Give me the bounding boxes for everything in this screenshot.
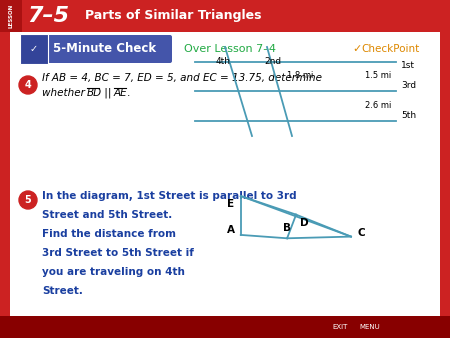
Text: 4th: 4th xyxy=(216,56,230,66)
Circle shape xyxy=(19,76,37,94)
Bar xyxy=(0,32,10,316)
Bar xyxy=(0,316,450,338)
Text: MENU: MENU xyxy=(360,324,380,330)
Text: CheckPoint: CheckPoint xyxy=(361,44,419,54)
Text: 3rd: 3rd xyxy=(401,80,416,90)
Text: 5: 5 xyxy=(25,195,32,205)
Text: 4: 4 xyxy=(25,80,32,90)
Text: 1.5 mi: 1.5 mi xyxy=(365,72,391,80)
Text: E: E xyxy=(227,199,234,209)
Bar xyxy=(0,0,450,32)
Text: ||: || xyxy=(101,88,115,98)
Text: 5th: 5th xyxy=(401,111,416,120)
Text: A: A xyxy=(227,225,235,235)
Circle shape xyxy=(19,191,37,209)
Text: 3rd Street to 5th Street if: 3rd Street to 5th Street if xyxy=(42,248,194,258)
Text: Street and 5th Street.: Street and 5th Street. xyxy=(42,210,172,220)
Text: Find the distance from: Find the distance from xyxy=(42,229,176,239)
Text: C: C xyxy=(357,227,365,238)
Bar xyxy=(0,0,22,32)
Text: you are traveling on 4th: you are traveling on 4th xyxy=(42,267,185,277)
Text: In the diagram, 1st Street is parallel to 3rd: In the diagram, 1st Street is parallel t… xyxy=(42,191,297,201)
Bar xyxy=(0,32,450,316)
Text: Parts of Similar Triangles: Parts of Similar Triangles xyxy=(85,9,261,23)
Text: .: . xyxy=(127,88,130,98)
Text: ✓: ✓ xyxy=(352,44,362,54)
Text: If AB = 4, BC = 7, ED = 5, and EC = 13.75, determine: If AB = 4, BC = 7, ED = 5, and EC = 13.7… xyxy=(42,73,322,83)
Text: 2nd: 2nd xyxy=(265,56,282,66)
Text: 2.6 mi: 2.6 mi xyxy=(364,101,391,111)
Text: BD: BD xyxy=(87,88,102,98)
Text: D: D xyxy=(300,218,308,227)
Text: B: B xyxy=(283,223,291,233)
Bar xyxy=(440,32,450,316)
Text: AE: AE xyxy=(114,88,128,98)
Text: Street.: Street. xyxy=(42,286,83,296)
Text: 7–5: 7–5 xyxy=(27,6,69,26)
Text: 1.8 mi: 1.8 mi xyxy=(287,72,313,80)
FancyBboxPatch shape xyxy=(20,35,172,63)
Text: 1st: 1st xyxy=(401,62,415,71)
Text: Over Lesson 7–4: Over Lesson 7–4 xyxy=(184,44,276,54)
Text: LESSON: LESSON xyxy=(9,4,13,28)
Text: 5-Minute Check: 5-Minute Check xyxy=(54,43,157,55)
Text: ✓: ✓ xyxy=(30,44,38,54)
Text: EXIT: EXIT xyxy=(332,324,348,330)
Text: whether: whether xyxy=(42,88,88,98)
